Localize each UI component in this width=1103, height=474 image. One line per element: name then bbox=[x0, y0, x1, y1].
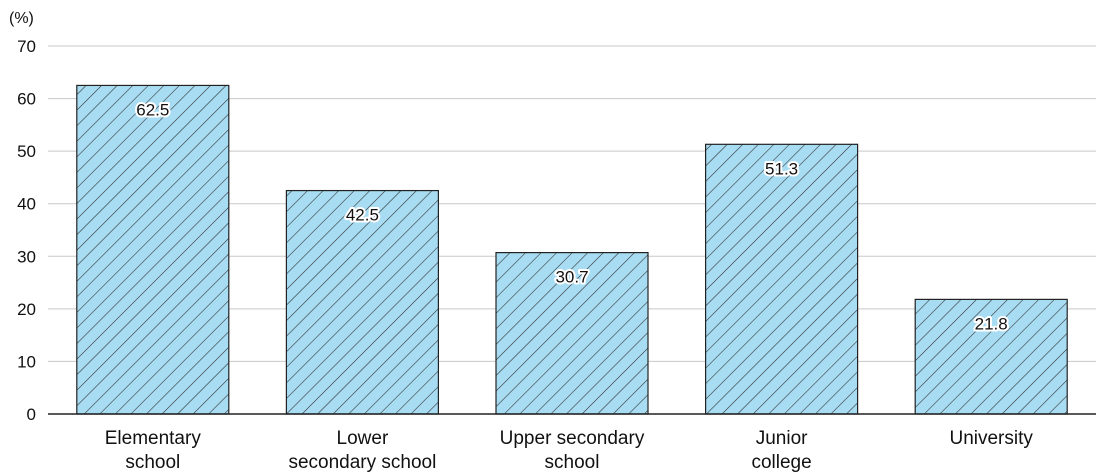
data-label: 51.3 bbox=[765, 159, 798, 178]
bar bbox=[914, 298, 1068, 415]
y-tick-label: 0 bbox=[27, 405, 36, 424]
x-category-label: Junior bbox=[756, 428, 808, 449]
x-category-label: Upper secondary bbox=[500, 428, 645, 449]
x-category-label: school bbox=[545, 452, 600, 473]
y-tick-label: 10 bbox=[17, 352, 36, 371]
data-label-halo: 62.5 bbox=[136, 100, 169, 119]
x-category-label: Elementary bbox=[105, 428, 202, 449]
data-label: 30.7 bbox=[555, 268, 588, 287]
x-category-label: college bbox=[751, 452, 811, 473]
x-axis-category-labels: Elementary school Lower secondary school Upp… bbox=[105, 428, 1034, 473]
y-tick-label: 20 bbox=[17, 300, 36, 319]
data-labels: 62.562.542.542.530.730.751.351.321.821.8 bbox=[134, 98, 1009, 335]
bar bbox=[76, 84, 230, 415]
data-label: 21.8 bbox=[975, 314, 1008, 333]
y-tick-label: 40 bbox=[17, 195, 36, 214]
data-label-halo: 30.7 bbox=[555, 268, 588, 287]
bar bbox=[704, 143, 859, 415]
y-tick-label: 50 bbox=[17, 142, 36, 161]
x-category-label: school bbox=[125, 452, 180, 473]
data-label: 42.5 bbox=[346, 206, 379, 225]
y-axis-unit-label: (%) bbox=[9, 10, 34, 27]
data-label-halo: 21.8 bbox=[975, 314, 1008, 333]
bar bbox=[495, 252, 649, 415]
y-tick-label: 60 bbox=[17, 90, 36, 109]
x-category-label: University bbox=[949, 428, 1033, 449]
y-tick-label: 70 bbox=[17, 37, 36, 56]
x-category-label: Lower bbox=[337, 428, 389, 449]
data-label-halo: 51.3 bbox=[765, 159, 798, 178]
data-label: 62.5 bbox=[136, 100, 169, 119]
data-label-halo: 42.5 bbox=[346, 206, 379, 225]
y-tick-label: 30 bbox=[17, 247, 36, 266]
x-category-label: secondary school bbox=[288, 452, 436, 473]
bars bbox=[76, 84, 1068, 415]
y-axis-tick-labels: 0 10 20 30 40 50 60 70 bbox=[17, 37, 36, 424]
